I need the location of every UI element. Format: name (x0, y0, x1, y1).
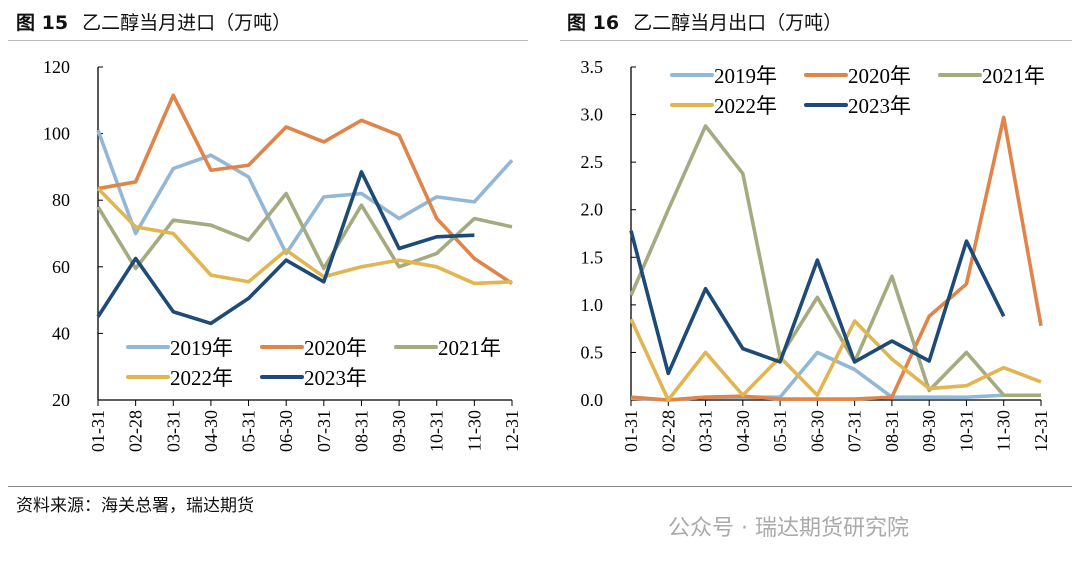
x-tick-label: 10-31 (427, 410, 447, 452)
series-line-2021 (629, 124, 1041, 398)
series-line-2023 (96, 170, 475, 326)
legend-label: 2022年 (714, 94, 777, 118)
y-tick-label: 0.5 (581, 342, 604, 362)
x-tick-label: 07-31 (314, 410, 334, 452)
y-tick-label: 1.5 (581, 247, 604, 267)
x-tick-label: 08-31 (882, 410, 902, 452)
x-tick-label: 01-31 (88, 410, 108, 452)
y-tick-label: 60 (52, 257, 70, 277)
x-tick-label: 10-31 (956, 410, 976, 452)
x-tick-label: 11-30 (464, 410, 484, 451)
legend-label: 2019年 (170, 336, 233, 360)
x-tick-label: 01-31 (621, 410, 641, 452)
chart-title-text: 乙二醇当月进口（万吨） (82, 12, 292, 34)
y-tick-label: 3.0 (581, 105, 604, 125)
series-line-2022 (629, 318, 1042, 402)
series-line-2021 (96, 191, 513, 271)
divider (560, 40, 1072, 41)
x-tick-label: 02-28 (658, 410, 678, 452)
x-tick-label: 02-28 (126, 410, 146, 452)
series-line-2023 (629, 230, 1006, 376)
y-tick-label: 0.0 (581, 390, 604, 410)
x-tick-label: 04-30 (733, 410, 753, 452)
x-tick-label: 12-31 (502, 410, 522, 452)
x-tick-label: 05-31 (770, 410, 790, 452)
divider (8, 40, 528, 41)
x-tick-label: 11-30 (994, 410, 1014, 451)
legend-label: 2021年 (438, 336, 501, 360)
x-tick-label: 03-31 (163, 410, 183, 452)
chart-title-right: 图 16 乙二醇当月出口（万吨） (567, 8, 842, 35)
y-tick-label: 100 (43, 124, 70, 144)
series-line-2019 (96, 129, 514, 256)
figure-number: 图 16 (567, 12, 620, 34)
y-tick-label: 120 (43, 57, 70, 77)
watermark: 公众号 · 瑞达期货研究院 (668, 516, 909, 541)
y-tick-label: 3.5 (581, 57, 604, 77)
y-tick-label: 40 (52, 323, 70, 343)
legend-label: 2022年 (170, 366, 233, 390)
y-tick-label: 2.5 (581, 152, 604, 172)
chart-title-left: 图 15 乙二醇当月进口（万吨） (16, 8, 291, 35)
y-tick-label: 80 (52, 190, 70, 210)
chart-title-text: 乙二醇当月出口（万吨） (633, 12, 843, 34)
footer-rule (8, 486, 1072, 487)
legend-label: 2023年 (304, 366, 367, 390)
x-tick-label: 08-31 (351, 410, 371, 452)
x-tick-label: 09-30 (919, 410, 939, 452)
x-tick-label: 12-31 (1031, 410, 1051, 452)
legend-label: 2020年 (848, 64, 911, 88)
figure-number: 图 15 (16, 12, 69, 34)
x-tick-label: 07-31 (845, 410, 865, 452)
x-tick-label: 06-30 (807, 410, 827, 452)
x-tick-label: 03-31 (696, 410, 716, 452)
y-tick-label: 1.0 (581, 295, 604, 315)
legend-label: 2021年 (982, 64, 1045, 88)
y-tick-label: 20 (52, 390, 70, 410)
series-line-2020 (97, 93, 513, 285)
legend-label: 2020年 (304, 336, 367, 360)
x-tick-label: 06-30 (276, 410, 296, 452)
charts-svg: 20 40 60 80 100 120 01-31 02-28 03-31 04-30 05-31 0… (43, 57, 1051, 452)
source-note: 资料来源：海关总署，瑞达期货 (16, 496, 254, 516)
legend-label: 2019年 (714, 64, 777, 88)
x-tick-label: 09-30 (389, 410, 409, 452)
legend-label: 2023年 (848, 94, 911, 118)
y-tick-label: 2.0 (581, 200, 604, 220)
x-tick-label: 04-30 (201, 410, 221, 452)
x-tick-label: 05-31 (239, 410, 259, 452)
series-line-2022 (96, 187, 513, 286)
